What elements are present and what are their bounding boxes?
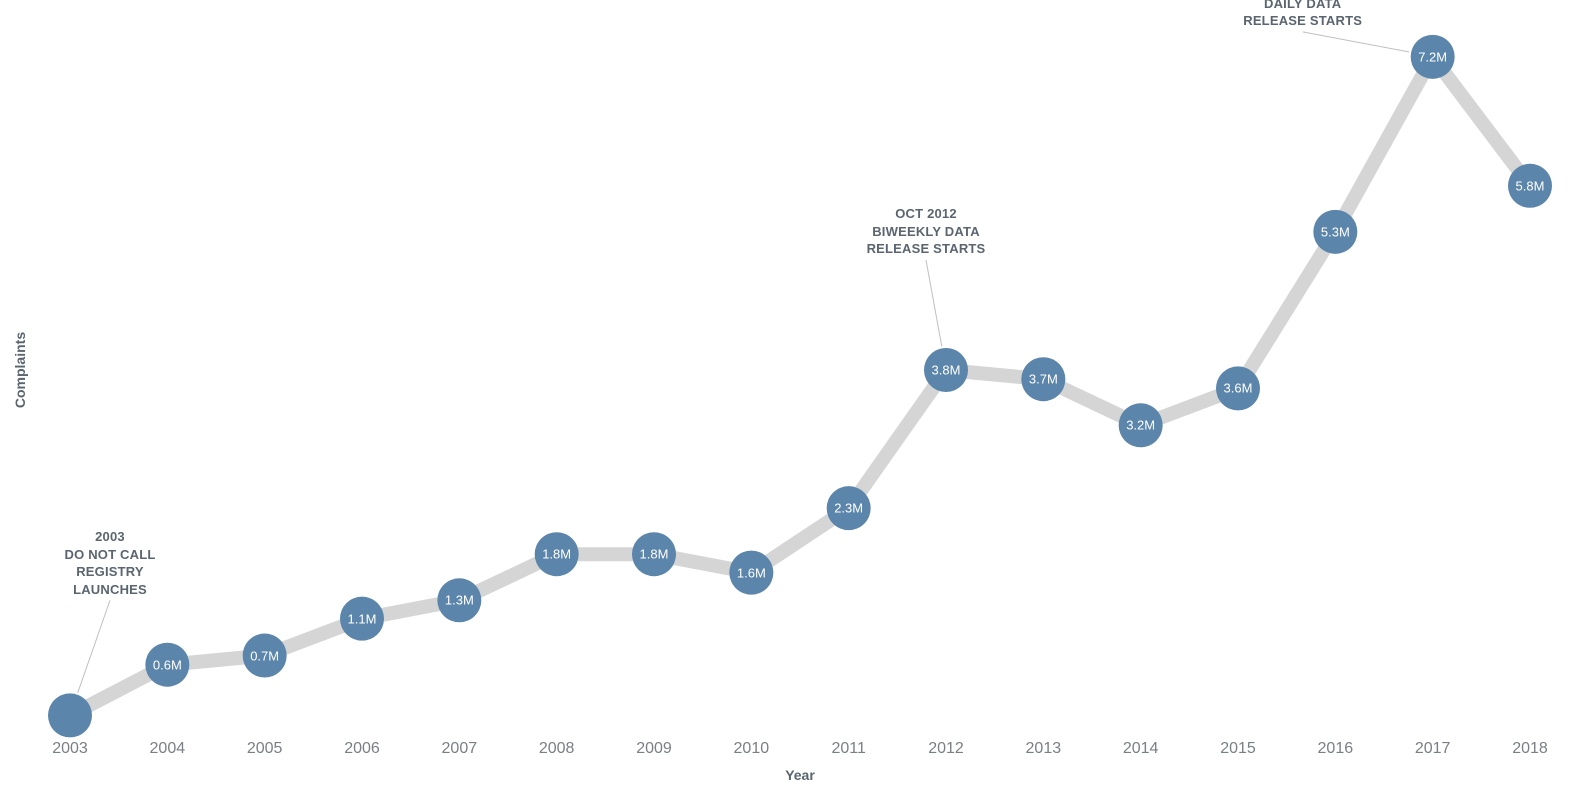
x-tick-label: 2003 xyxy=(52,740,88,758)
data-point xyxy=(145,643,189,687)
x-tick-label: 2017 xyxy=(1415,740,1451,758)
chart-svg xyxy=(0,0,1576,791)
x-axis-label: Year xyxy=(785,767,815,783)
chart-annotation: 2003DO NOT CALLREGISTRYLAUNCHES xyxy=(64,528,155,598)
annotation-line: 2003 xyxy=(64,528,155,546)
x-tick-label: 2006 xyxy=(344,740,380,758)
x-tick-label: 2004 xyxy=(150,740,186,758)
x-tick-label: 2015 xyxy=(1220,740,1256,758)
data-point xyxy=(535,532,579,576)
x-tick-label: 2008 xyxy=(539,740,575,758)
data-point xyxy=(1119,403,1163,447)
x-tick-label: 2011 xyxy=(831,740,865,758)
chart-annotation: AUG 2017DAILY DATARELEASE STARTS xyxy=(1243,0,1362,30)
x-tick-label: 2014 xyxy=(1123,740,1159,758)
x-tick-label: 2007 xyxy=(442,740,478,758)
chart-container: Complaints Year 200320042005200620072008… xyxy=(0,0,1576,791)
data-point xyxy=(1021,357,1065,401)
x-tick-label: 2010 xyxy=(734,740,770,758)
x-tick-label: 2013 xyxy=(1026,740,1062,758)
annotation-line: LAUNCHES xyxy=(64,581,155,599)
annotation-leader xyxy=(1303,32,1410,52)
x-tick-label: 2018 xyxy=(1512,740,1548,758)
annotation-line: RELEASE STARTS xyxy=(867,240,986,258)
data-point xyxy=(1411,35,1455,79)
x-tick-label: 2016 xyxy=(1318,740,1354,758)
data-point xyxy=(1508,164,1552,208)
data-point xyxy=(1313,210,1357,254)
data-point xyxy=(729,551,773,595)
data-point xyxy=(1216,366,1260,410)
x-tick-label: 2009 xyxy=(636,740,672,758)
annotation-line: BIWEEKLY DATA xyxy=(867,223,986,241)
chart-annotation: OCT 2012BIWEEKLY DATARELEASE STARTS xyxy=(867,205,986,258)
data-point xyxy=(827,486,871,530)
annotation-line: RELEASE STARTS xyxy=(1243,12,1362,30)
annotation-leader xyxy=(926,260,942,346)
data-point xyxy=(243,634,287,678)
annotation-line: OCT 2012 xyxy=(867,205,986,223)
data-point xyxy=(632,532,676,576)
data-point xyxy=(437,578,481,622)
annotation-line: DAILY DATA xyxy=(1243,0,1362,12)
data-point xyxy=(340,597,384,641)
annotation-leader xyxy=(78,600,110,692)
x-tick-label: 2012 xyxy=(928,740,964,758)
annotation-line: REGISTRY xyxy=(64,563,155,581)
annotation-line: DO NOT CALL xyxy=(64,546,155,564)
data-point xyxy=(48,693,92,737)
chart-line xyxy=(70,57,1530,716)
x-tick-label: 2005 xyxy=(247,740,283,758)
data-point xyxy=(924,348,968,392)
